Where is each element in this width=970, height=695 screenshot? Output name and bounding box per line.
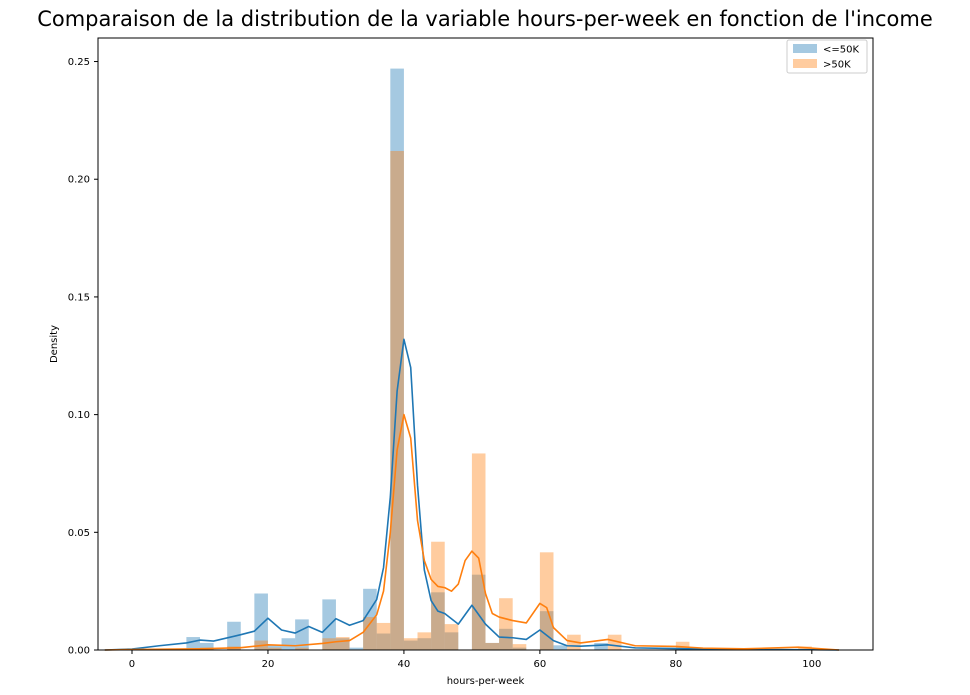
plot-frame: [97, 37, 874, 651]
bar-le50k-1: [199, 642, 214, 650]
y-tick-label-4: 0.20: [68, 175, 90, 186]
kde-group: [104, 338, 840, 651]
bar-gt50k-5: [322, 638, 336, 650]
y-tick-label-0: 0.00: [68, 646, 90, 657]
y-tick-label-1: 0.05: [68, 528, 90, 539]
bar-le50k-11: [376, 633, 391, 650]
legend-swatch-le50k: [793, 44, 817, 53]
bar-gt50k-15: [485, 642, 500, 650]
legend-label-le50k: <=50K: [823, 45, 859, 56]
bar-le50k-5: [281, 638, 296, 650]
bar-le50k-13: [403, 640, 418, 650]
x-axis-label: hours-per-week: [447, 676, 525, 687]
bar-gt50k-18: [539, 552, 554, 650]
bar-le50k-18: [485, 642, 500, 650]
x-tick-label-4: 80: [669, 659, 682, 670]
y-tick-label-3: 0.15: [68, 292, 90, 303]
bar-gt50k-21: [675, 641, 690, 650]
chart-title: Comparaison de la distribution de la var…: [37, 7, 933, 31]
y-axis-label: Density: [49, 325, 60, 363]
x-tick-label-1: 20: [262, 659, 275, 670]
bar-le50k-6: [295, 619, 309, 650]
bar-le50k-19: [499, 628, 513, 650]
x-ticks: 0 20 40 60 80 100: [129, 650, 821, 670]
bar-gt50k-17: [512, 644, 527, 650]
bar-le50k-17: [471, 574, 486, 650]
kde-line-le50k: [104, 338, 840, 651]
bar-le50k-20: [512, 647, 527, 650]
bar-gt50k-12: [431, 541, 445, 650]
x-tick-label-3: 60: [534, 659, 547, 670]
bar-gt50k-4: [295, 647, 309, 650]
legend: <=50K >50K: [786, 39, 868, 74]
legend-swatch-gt50k: [793, 59, 817, 68]
x-tick-label-2: 40: [398, 659, 411, 670]
y-tick-label-5: 0.25: [68, 57, 90, 68]
x-tick-label-0: 0: [129, 659, 135, 670]
bar-gt50k-3: [267, 647, 282, 650]
legend-box: [786, 39, 868, 74]
y-ticks: 0.00 0.05 0.10 0.15 0.20 0.25: [68, 57, 98, 657]
bar-le50k-4: [267, 645, 282, 650]
bar-le50k-8: [335, 638, 350, 650]
bar-le50k-12: [390, 68, 404, 651]
bar-le50k-3: [254, 593, 268, 650]
bar-gt50k-6: [335, 637, 350, 650]
bar-gt50k-11: [417, 632, 432, 650]
bar-le50k-9: [349, 647, 364, 650]
bar-le50k-23: [594, 642, 608, 650]
x-tick-label-5: 100: [802, 659, 821, 670]
bars-group: [186, 68, 812, 651]
bar-gt50k-8: [376, 622, 391, 650]
bar-le50k-16: [444, 632, 459, 650]
kde-line-gt50k: [104, 413, 840, 651]
bar-gt50k-10: [403, 638, 418, 650]
bar-gt50k-7: [363, 617, 377, 650]
bar-le50k-22: [553, 645, 568, 650]
bar-gt50k-13: [444, 624, 459, 650]
y-tick-label-2: 0.10: [68, 410, 90, 421]
bar-le50k-14: [417, 638, 432, 650]
bar-gt50k-16: [499, 598, 513, 650]
bar-gt50k-14: [471, 453, 486, 650]
bar-le50k-21: [539, 611, 554, 650]
legend-label-gt50k: >50K: [823, 60, 851, 71]
